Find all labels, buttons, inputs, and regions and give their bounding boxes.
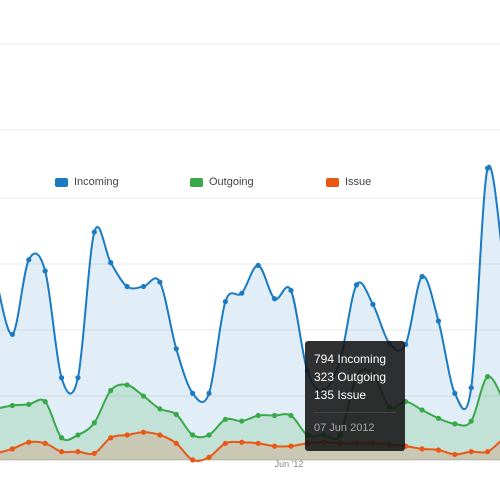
point-issue[interactable] [190,457,196,463]
point-incoming[interactable] [157,279,163,285]
point-outgoing[interactable] [288,412,294,419]
point-incoming[interactable] [255,262,261,268]
point-incoming[interactable] [222,298,229,305]
legend-item-incoming[interactable]: Incoming [55,176,119,188]
point-issue[interactable] [108,435,114,441]
point-issue[interactable] [157,432,163,438]
point-outgoing[interactable] [271,412,278,419]
tooltip-outgoing: 323 Outgoing [314,370,387,384]
point-incoming[interactable] [140,283,147,290]
point-incoming[interactable] [485,165,491,171]
point-outgoing[interactable] [108,387,114,394]
point-outgoing[interactable] [58,435,65,441]
point-issue[interactable] [468,449,474,455]
point-issue[interactable] [173,440,179,446]
legend-swatch-incoming [55,177,68,187]
point-incoming[interactable] [108,260,114,266]
point-issue[interactable] [26,439,32,445]
point-outgoing[interactable] [206,432,212,438]
point-incoming[interactable] [353,282,360,288]
point-issue[interactable] [435,447,442,453]
point-issue[interactable] [140,429,147,435]
point-incoming[interactable] [468,385,474,391]
point-incoming[interactable] [239,290,245,296]
point-outgoing[interactable] [26,401,32,407]
point-outgoing[interactable] [75,432,81,438]
point-incoming[interactable] [271,296,278,302]
area-issue [0,432,500,461]
point-incoming[interactable] [58,375,65,381]
point-outgoing[interactable] [255,412,261,419]
tooltip-date: 07 Jun 2012 [314,412,396,437]
point-issue[interactable] [75,449,81,455]
point-incoming[interactable] [42,268,48,274]
point-issue[interactable] [42,440,48,446]
point-outgoing[interactable] [173,411,179,418]
point-issue[interactable] [206,454,212,460]
point-outgoing[interactable] [124,382,130,388]
point-outgoing[interactable] [190,432,196,438]
point-issue[interactable] [485,449,491,455]
point-outgoing[interactable] [435,415,442,421]
point-outgoing[interactable] [9,402,15,409]
legend-label-issue: Issue [345,176,372,188]
point-outgoing[interactable] [239,418,245,424]
point-incoming[interactable] [124,283,130,290]
point-outgoing[interactable] [419,407,425,413]
point-incoming[interactable] [75,375,81,381]
tooltip-issue: 135 Issue [314,388,367,402]
series-areas [0,165,500,461]
point-issue[interactable] [124,432,130,438]
point-outgoing[interactable] [485,374,491,380]
point-incoming[interactable] [452,390,458,396]
point-outgoing[interactable] [42,399,48,405]
legend-label-incoming: Incoming [74,176,119,188]
point-incoming[interactable] [435,318,442,324]
point-issue[interactable] [271,443,278,449]
point-incoming[interactable] [190,390,196,396]
tooltip-incoming: 794 Incoming [314,352,387,366]
point-issue[interactable] [58,449,65,455]
legend-swatch-outgoing [190,177,203,187]
point-issue[interactable] [91,450,97,456]
point-incoming[interactable] [26,257,32,263]
x-tick-label: Jun '12 [275,459,304,469]
point-outgoing[interactable] [157,406,163,412]
legend-label-outgoing: Outgoing [209,176,254,188]
legend-item-outgoing[interactable]: Outgoing [190,176,254,188]
point-issue[interactable] [222,440,229,446]
point-incoming[interactable] [91,229,97,235]
point-outgoing[interactable] [91,420,97,426]
point-incoming[interactable] [206,390,212,396]
point-incoming[interactable] [288,287,294,294]
point-issue[interactable] [288,443,294,449]
point-outgoing[interactable] [222,416,229,423]
data-tooltip: 794 Incoming 323 Outgoing 135 Issue 07 J… [305,341,405,451]
point-outgoing[interactable] [140,393,147,399]
point-incoming[interactable] [9,331,15,337]
point-issue[interactable] [255,440,261,446]
legend-swatch-issue [326,177,339,187]
point-outgoing[interactable] [452,421,458,427]
point-issue[interactable] [239,439,245,445]
line-incoming [0,164,500,411]
chart-legend: Incoming Outgoing Issue [0,176,500,196]
point-issue[interactable] [452,451,458,458]
point-incoming[interactable] [370,301,376,307]
point-issue[interactable] [419,446,425,452]
point-outgoing[interactable] [468,418,474,424]
point-incoming[interactable] [419,273,425,280]
point-incoming[interactable] [173,346,179,352]
legend-item-issue[interactable]: Issue [326,176,371,188]
point-issue[interactable] [9,446,15,452]
